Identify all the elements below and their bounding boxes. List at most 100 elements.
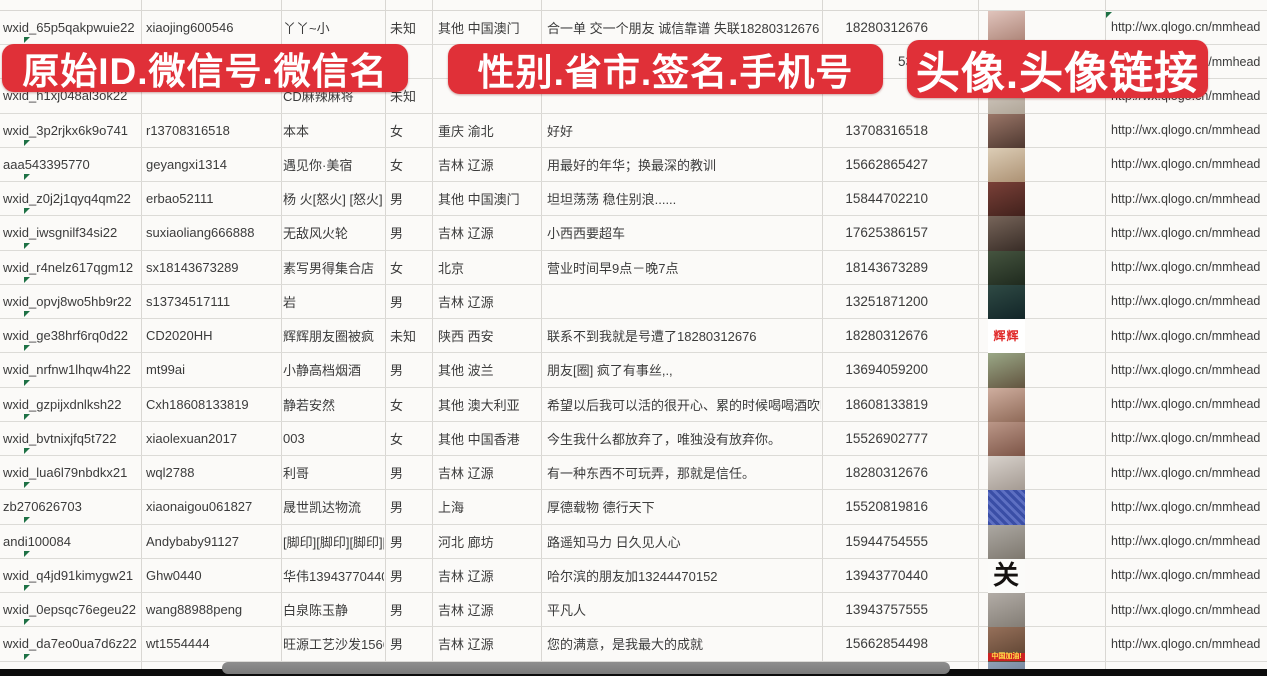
cell-gender[interactable]: 男	[390, 226, 404, 242]
cell-signature[interactable]: 朋友[圈] 疯了有事丝,.,	[547, 363, 673, 379]
cell-gender[interactable]: 未知	[390, 329, 417, 345]
cell-province-city[interactable]: 上海	[438, 500, 465, 516]
cell-original-id[interactable]: wxid_0epsqc76egeu22	[3, 602, 136, 618]
cell-wechat-name[interactable]: 晟世凯达物流	[283, 500, 362, 516]
cell-wechat-name[interactable]: 遇见你·美宿	[283, 157, 353, 173]
cell-original-id[interactable]: wxid_3p2rjkx6k9o741	[3, 122, 129, 138]
cell-gender[interactable]: 男	[390, 568, 404, 584]
cell-province-city[interactable]: 吉林 辽源	[438, 466, 494, 482]
cell-wechat-name[interactable]: 旺源工艺沙发15662854	[283, 637, 384, 653]
cell-gender[interactable]: 男	[390, 500, 404, 516]
cell-phone-number[interactable]: 13708316518	[845, 122, 928, 138]
cell-avatar-link[interactable]: http://wx.qlogo.cn/mmhead	[1111, 260, 1261, 275]
cell-original-id[interactable]: aaa543395770	[3, 156, 90, 172]
cell-phone-number[interactable]: 15662865427	[845, 156, 928, 172]
cell-wechat-name[interactable]: 白泉陈玉静	[283, 603, 349, 619]
cell-wechat-id[interactable]: xiaonaigou061827	[146, 499, 253, 515]
cell-signature[interactable]: 路遥知马力 日久见人心	[547, 534, 681, 550]
cell-signature[interactable]: 用最好的年华；换最深的教训	[547, 157, 717, 173]
cell-signature[interactable]: 您的满意，是我最大的成就	[547, 637, 704, 653]
cell-signature[interactable]: 联系不到我就是号遭了18280312676	[547, 329, 757, 345]
cell-avatar-link[interactable]: http://wx.qlogo.cn/mmhead	[1111, 465, 1261, 480]
cell-original-id[interactable]: wxid_r4nelz617qgm12	[3, 259, 134, 275]
cell-signature[interactable]: 小西西要超车	[547, 226, 626, 242]
cell-original-id[interactable]: wxid_iwsgnilf34si22	[3, 225, 118, 241]
cell-wechat-name[interactable]: 素写男得集合店	[283, 260, 375, 276]
cell-wechat-id[interactable]: Cxh18608133819	[146, 396, 249, 412]
cell-avatar-link[interactable]: http://wx.qlogo.cn/mmhead	[1111, 636, 1261, 651]
cell-wechat-name[interactable]: 利哥	[283, 466, 310, 482]
cell-wechat-id[interactable]: wt1554444	[146, 636, 210, 652]
cell-wechat-name[interactable]: 本本	[283, 123, 310, 139]
cell-original-id[interactable]: wxid_opvj8wo5hb9r22	[3, 293, 132, 309]
cell-phone-number[interactable]: 13251871200	[845, 293, 928, 309]
cell-gender[interactable]: 男	[390, 637, 404, 653]
cell-phone-number[interactable]: 17625386157	[845, 225, 928, 241]
cell-province-city[interactable]: 陕西 西安	[438, 329, 494, 345]
cell-wechat-id[interactable]: s13734517111	[146, 293, 231, 309]
cell-wechat-name[interactable]: 无敌风火轮	[283, 226, 349, 242]
cell-phone-number[interactable]: 15944754555	[845, 533, 928, 549]
cell-avatar-link[interactable]: http://wx.qlogo.cn/mmhead	[1111, 157, 1261, 172]
cell-signature[interactable]: 希望以后我可以活的很开心、累的时候喝喝酒吹吹[	[547, 397, 821, 413]
cell-province-city[interactable]: 其他 中国香港	[438, 431, 520, 447]
cell-phone-number[interactable]: 13694059200	[845, 362, 928, 378]
cell-original-id[interactable]: wxid_z0j2j1qyq4qm22	[3, 191, 131, 207]
cell-province-city[interactable]: 吉林 辽源	[438, 637, 494, 653]
cell-original-id[interactable]: wxid_h1xj048al3ok22	[3, 88, 128, 104]
cell-signature[interactable]: 厚德载物 德行天下	[547, 500, 655, 516]
cell-gender[interactable]: 男	[390, 603, 404, 619]
cell-original-id[interactable]: wxid_q4jd91kimygw21	[3, 567, 134, 583]
cell-wechat-name[interactable]: 杨 火[怒火] [怒火]	[283, 192, 383, 208]
cell-avatar-link[interactable]: http://wx.qlogo.cn/mmhead	[1111, 191, 1261, 206]
cell-gender[interactable]: 男	[390, 192, 404, 208]
cell-phone-number[interactable]: 13943770440	[845, 567, 928, 583]
cell-avatar-link[interactable]: http://wx.qlogo.cn/mmhead	[1111, 568, 1261, 583]
cell-province-city[interactable]: 其他 中国澳门	[438, 20, 520, 36]
cell-province-city[interactable]: 吉林 辽源	[438, 226, 494, 242]
cell-province-city[interactable]: 其他 中国澳门	[438, 192, 520, 208]
cell-phone-number[interactable]: 18280312676	[845, 465, 928, 481]
cell-original-id[interactable]: wxid_lua6l79nbdkx21	[3, 465, 128, 481]
cell-original-id[interactable]: wxid_bvtnixjfq5t722	[3, 430, 117, 446]
cell-gender[interactable]: 女	[390, 123, 404, 139]
cell-wechat-name[interactable]: 岩	[283, 294, 297, 310]
cell-signature[interactable]: 今生我什么都放弃了，唯独没有放弃你。	[547, 431, 782, 447]
cell-signature[interactable]: 坦坦荡荡 稳住别浪......	[547, 192, 677, 208]
cell-wechat-id[interactable]: xiaojing600546	[146, 19, 234, 35]
cell-avatar-link[interactable]: http://wx.qlogo.cn/mmhead	[1111, 362, 1261, 377]
cell-province-city[interactable]: 重庆 渝北	[438, 123, 494, 139]
cell-wechat-name[interactable]: 003	[283, 430, 305, 446]
cell-province-city[interactable]: 其他 澳大利亚	[438, 397, 520, 413]
cell-province-city[interactable]: 北京	[438, 260, 465, 276]
cell-signature[interactable]: 有一种东西不可玩弄，那就是信任。	[547, 466, 756, 482]
cell-gender[interactable]: 女	[390, 397, 404, 413]
cell-original-id[interactable]: andi100084	[3, 533, 71, 549]
cell-wechat-id[interactable]: geyangxi1314	[146, 156, 227, 172]
cell-wechat-id[interactable]: wang88988peng	[146, 602, 243, 618]
cell-gender[interactable]: 男	[390, 363, 404, 379]
cell-phone-number[interactable]: 15520819816	[845, 499, 928, 515]
cell-avatar-link[interactable]: http://wx.qlogo.cn/mmhead	[1111, 225, 1261, 240]
cell-wechat-name[interactable]: 静若安然	[283, 397, 336, 413]
cell-gender[interactable]: 未知	[390, 20, 417, 36]
cell-province-city[interactable]: 吉林 辽源	[438, 157, 494, 173]
cell-signature[interactable]: 平凡人	[547, 603, 587, 619]
cell-phone-number[interactable]: 15526902777	[845, 430, 928, 446]
cell-wechat-id[interactable]: Ghw0440	[146, 567, 202, 583]
cell-wechat-id[interactable]: Andybaby91127	[146, 533, 240, 549]
cell-wechat-id[interactable]: xiaolexuan2017	[146, 430, 238, 446]
cell-signature[interactable]: 合一单 交一个朋友 诚信靠谱 失联18280312676	[547, 20, 820, 36]
cell-avatar-link[interactable]: http://wx.qlogo.cn/mmhead	[1111, 602, 1261, 617]
cell-province-city[interactable]: 吉林 辽源	[438, 603, 494, 619]
cell-wechat-name[interactable]: 丫丫~小	[283, 20, 330, 36]
cell-wechat-id[interactable]: suxiaoliang666888	[146, 225, 255, 241]
cell-gender[interactable]: 女	[390, 157, 404, 173]
cell-wechat-id[interactable]: CD2020HH	[146, 328, 213, 344]
cell-signature[interactable]	[541, 285, 821, 318]
cell-signature[interactable]: 营业时间早9点－晚7点	[547, 260, 679, 276]
cell-avatar-link[interactable]: http://wx.qlogo.cn/mmhead	[1111, 294, 1261, 309]
cell-wechat-name[interactable]: [脚印][脚印][脚印][脚印]	[283, 534, 384, 550]
cell-wechat-id[interactable]: r13708316518	[146, 122, 230, 138]
cell-wechat-id[interactable]: sx18143673289	[146, 259, 239, 275]
